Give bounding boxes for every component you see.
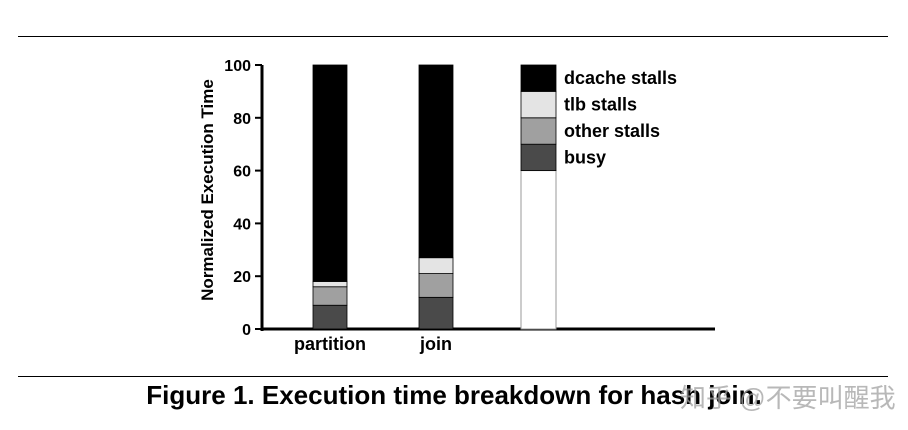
stacked-bar-chart: Normalized Execution Time 0 20 40 60 80 100 p… <box>198 58 715 354</box>
top-rule <box>18 36 888 37</box>
bar-segment-busy <box>312 304 348 330</box>
x-tick-labels: partition join <box>294 334 452 354</box>
legend-swatch <box>520 91 557 119</box>
legend-label: tlb stalls <box>564 95 637 115</box>
bar-segment-dcache-stalls <box>418 64 454 259</box>
bar-segment-tlb-stalls <box>418 257 454 274</box>
bottom-rule <box>18 376 888 377</box>
bar-segment-dcache-stalls <box>312 64 348 282</box>
legend-label: dcache stalls <box>564 68 677 88</box>
y-tick-label: 60 <box>233 164 251 181</box>
y-tick-label: 40 <box>233 216 251 233</box>
legend: busy other stalls tlb stalls dcache stalls <box>520 64 677 330</box>
legend-swatch <box>520 64 557 92</box>
legend-swatch <box>520 117 557 145</box>
figure-caption: Figure 1. Execution time breakdown for h… <box>146 380 762 410</box>
bar-segment-tlb-stalls <box>312 281 348 288</box>
y-tick-label: 100 <box>224 58 251 75</box>
x-tick-label: join <box>419 334 452 354</box>
legend-label: busy <box>564 147 606 167</box>
bar-segment-other-stalls <box>312 286 348 306</box>
y-tick-label: 0 <box>242 322 251 339</box>
legend-label: other stalls <box>564 121 660 141</box>
legend-column-base <box>520 170 557 330</box>
legend-swatch <box>520 143 557 171</box>
bar-segment-other-stalls <box>418 273 454 298</box>
y-axis-label: Normalized Execution Time <box>198 79 217 301</box>
watermark: 知乎 @不要叫醒我 <box>680 383 896 413</box>
y-tick-label: 20 <box>233 269 251 286</box>
y-axis: 0 20 40 60 80 100 <box>224 58 715 339</box>
bar-segment-busy <box>418 296 454 330</box>
bars <box>312 64 454 330</box>
y-tick-label: 80 <box>233 111 251 128</box>
x-tick-label: partition <box>294 334 366 354</box>
